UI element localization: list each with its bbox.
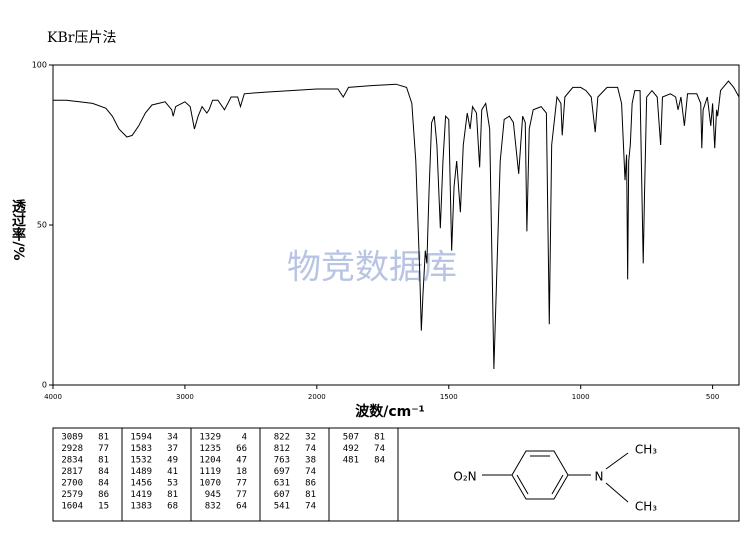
peak-intensity: 84 xyxy=(374,456,385,466)
atom-label: N xyxy=(595,470,604,484)
peak-wavenumber: 492 xyxy=(343,444,359,454)
atom-label: CH₃ xyxy=(635,443,657,457)
peak-wavenumber: 507 xyxy=(343,433,359,443)
x-axis-label: 波数/cm⁻¹ xyxy=(355,403,425,420)
peak-intensity: 74 xyxy=(305,502,316,512)
y-tick-label: 100 xyxy=(32,61,47,70)
structure xyxy=(482,450,629,503)
peak-wavenumber: 697 xyxy=(274,467,290,477)
peak-wavenumber: 541 xyxy=(274,502,290,512)
peak-intensity: 18 xyxy=(236,467,247,477)
peak-intensity: 37 xyxy=(167,444,178,454)
peak-wavenumber: 1329 xyxy=(199,433,221,443)
atom-label: O₂N xyxy=(453,470,476,484)
y-tick-label: 0 xyxy=(42,381,47,390)
peak-intensity: 81 xyxy=(374,433,385,443)
peak-wavenumber: 822 xyxy=(274,433,290,443)
peak-wavenumber: 3089 xyxy=(61,433,83,443)
peak-intensity: 53 xyxy=(167,479,178,489)
peak-intensity: 41 xyxy=(167,467,178,477)
peak-wavenumber: 1532 xyxy=(130,456,152,466)
peak-wavenumber: 1119 xyxy=(199,467,221,477)
peak-intensity: 86 xyxy=(305,479,316,489)
peak-intensity: 64 xyxy=(236,502,247,512)
peak-wavenumber: 812 xyxy=(274,444,290,454)
peak-intensity: 84 xyxy=(98,467,109,477)
peak-wavenumber: 1604 xyxy=(61,502,83,512)
chart-title: KBr压片法 xyxy=(47,30,116,46)
peak-wavenumber: 2834 xyxy=(61,456,83,466)
peak-intensity: 15 xyxy=(98,502,109,512)
x-tick-label: 500 xyxy=(706,393,719,401)
peak-wavenumber: 945 xyxy=(205,490,221,500)
x-tick-label: 1000 xyxy=(572,393,590,401)
peak-intensity: 4 xyxy=(242,433,247,443)
atom-label: CH₃ xyxy=(635,500,657,514)
peak-wavenumber: 1456 xyxy=(130,479,152,489)
peak-wavenumber: 1594 xyxy=(130,433,152,443)
peak-intensity: 68 xyxy=(167,502,178,512)
peak-intensity: 74 xyxy=(305,444,316,454)
peak-intensity: 81 xyxy=(305,490,316,500)
peak-wavenumber: 631 xyxy=(274,479,290,489)
x-tick-label: 3000 xyxy=(176,393,194,401)
peak-intensity: 84 xyxy=(98,479,109,489)
peak-wavenumber: 1583 xyxy=(130,444,152,454)
peak-wavenumber: 832 xyxy=(205,502,221,512)
peak-intensity: 77 xyxy=(98,444,109,454)
peak-wavenumber: 2700 xyxy=(61,479,83,489)
peak-intensity: 38 xyxy=(305,456,316,466)
peak-wavenumber: 1419 xyxy=(130,490,152,500)
bond xyxy=(605,482,629,503)
peak-wavenumber: 763 xyxy=(274,456,290,466)
x-tick-label: 2000 xyxy=(308,393,326,401)
peak-intensity: 81 xyxy=(98,433,109,443)
peak-intensity: 77 xyxy=(236,490,247,500)
x-tick-label: 1500 xyxy=(440,393,458,401)
peak-intensity: 49 xyxy=(167,456,178,466)
peak-wavenumber: 1489 xyxy=(130,467,152,477)
peak-intensity: 74 xyxy=(374,444,385,454)
y-tick-label: 50 xyxy=(37,221,47,230)
peak-intensity: 32 xyxy=(305,433,316,443)
table-frame xyxy=(52,427,740,522)
watermark: 物竞数据库 xyxy=(287,248,457,288)
bond xyxy=(605,452,629,470)
peak-wavenumber: 2817 xyxy=(61,467,83,477)
peak-intensity: 47 xyxy=(236,456,247,466)
peak-wavenumber: 1204 xyxy=(199,456,221,466)
peak-wavenumber: 607 xyxy=(274,490,290,500)
peak-intensity: 34 xyxy=(167,433,178,443)
y-axis-label: 透过率/% xyxy=(10,199,26,260)
peak-wavenumber: 1070 xyxy=(199,479,221,489)
peak-wavenumber: 1235 xyxy=(199,444,221,454)
peak-intensity: 81 xyxy=(167,490,178,500)
double-bond xyxy=(551,474,564,495)
peak-intensity: 86 xyxy=(98,490,109,500)
peak-intensity: 81 xyxy=(98,456,109,466)
double-bond xyxy=(516,474,529,495)
peak-intensity: 74 xyxy=(305,467,316,477)
spectrum-line xyxy=(53,80,740,370)
peak-intensity: 66 xyxy=(236,444,247,454)
peak-wavenumber: 1383 xyxy=(130,502,152,512)
peak-wavenumber: 481 xyxy=(343,456,359,466)
x-tick-label: 4000 xyxy=(44,393,62,401)
peak-wavenumber: 2928 xyxy=(61,444,83,454)
peak-intensity: 77 xyxy=(236,479,247,489)
peak-wavenumber: 2579 xyxy=(61,490,83,500)
